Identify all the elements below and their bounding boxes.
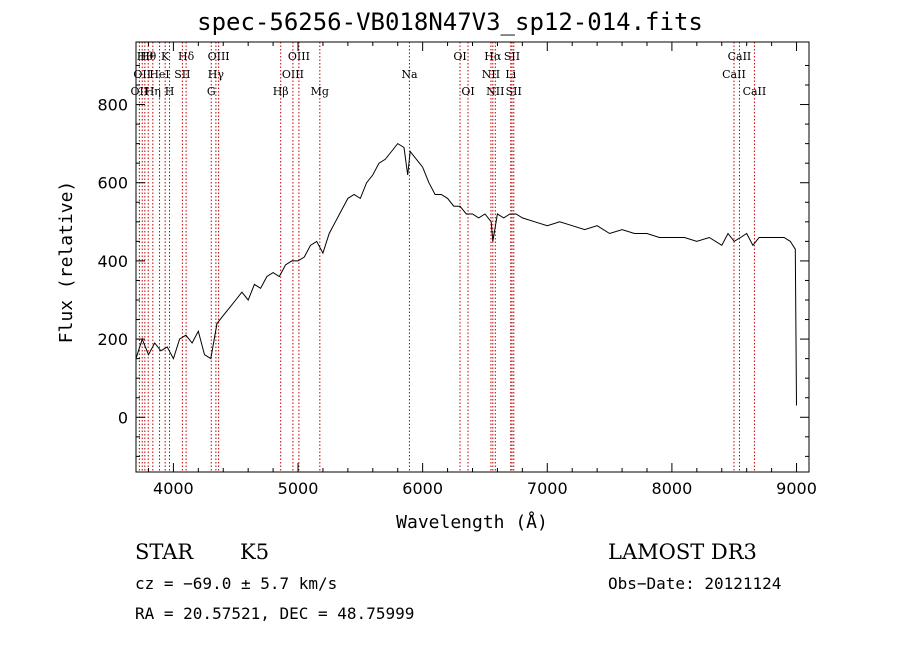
survey-name: LAMOST DR3 (608, 540, 757, 564)
coordinates: RA = 20.57521, DEC = 48.75999 (135, 604, 415, 623)
line-label: Li (505, 68, 516, 81)
line-label: NII (482, 68, 500, 81)
line-label: CaII (722, 68, 746, 81)
line-label: OI (453, 50, 466, 63)
emission-line-markers (138, 42, 755, 472)
line-label: Hβ (273, 85, 289, 98)
y-tick-label: 200 (97, 330, 128, 349)
x-tick-label: 7000 (527, 479, 568, 498)
emission-line-labels: OIIOIIHθHθHηHeIKHSIIHδGHγOIIIHβOIIIOIIIM… (131, 50, 767, 98)
x-tick-label: 4000 (153, 479, 194, 498)
line-label: SII (174, 68, 190, 81)
line-label: Mg (311, 85, 329, 98)
y-axis-label: Flux (relative) (56, 181, 77, 344)
axis-ticks: 4000 5000 6000 7000 8000 9000 0 200 400 600 800 (97, 42, 817, 498)
line-label: Hθ (137, 50, 154, 63)
x-tick-label: 8000 (652, 479, 693, 498)
y-tick-label: 600 (97, 174, 128, 193)
line-label: Hη (145, 85, 161, 98)
object-subclass: K5 (240, 540, 270, 564)
line-label: SII (504, 50, 520, 63)
chart-title: spec-56256-VB018N47V3_sp12-014.fits (197, 8, 703, 36)
spectrum-series-line (135, 142, 797, 406)
obs-date: Obs−Date: 20121124 (608, 574, 782, 593)
object-class: STAR (135, 540, 194, 564)
y-tick-label: 800 (97, 96, 128, 115)
line-label: G (207, 85, 216, 98)
line-label: Hγ (208, 68, 225, 81)
line-label: OIII (282, 68, 304, 81)
y-tick-label: 400 (97, 252, 128, 271)
line-label: CaII (743, 85, 767, 98)
line-label: OIII (288, 50, 310, 63)
line-label: OII (131, 85, 149, 98)
line-label: HeI (149, 68, 169, 81)
x-tick-label: 9000 (776, 479, 817, 498)
x-tick-label: 5000 (278, 479, 319, 498)
line-label: OII (133, 68, 151, 81)
line-label: Hθ (140, 50, 157, 63)
line-label: NII (486, 85, 504, 98)
line-label: Na (401, 68, 418, 81)
line-label: K (161, 50, 170, 63)
line-label: H (165, 85, 175, 98)
line-label: Hδ (178, 50, 195, 63)
line-label: SII (506, 85, 522, 98)
x-axis-label: Wavelength (Å) (396, 511, 548, 533)
redshift-cz: cz = −69.0 ± 5.7 km/s (135, 574, 338, 593)
line-label: CaII (728, 50, 752, 63)
line-label: OI (461, 85, 474, 98)
line-label: Hα (484, 50, 502, 63)
y-tick-label: 0 (118, 408, 128, 427)
plot-frame (135, 41, 810, 473)
line-label: OIII (208, 50, 230, 63)
x-tick-label: 6000 (402, 479, 443, 498)
